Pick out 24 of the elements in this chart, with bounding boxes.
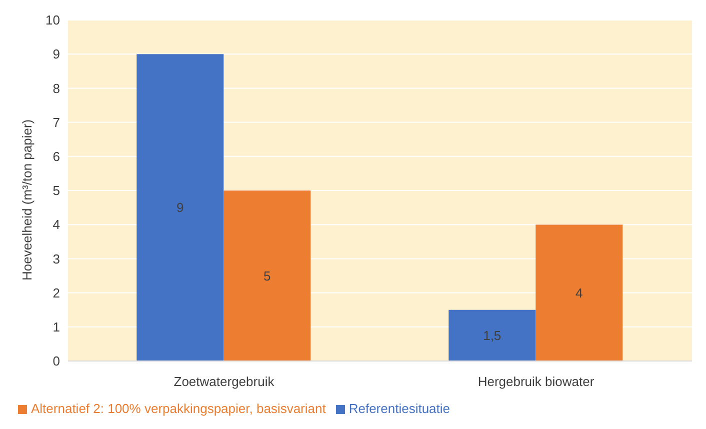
x-tick-label: Zoetwatergebruik [174, 374, 275, 390]
data-label: 4 [576, 285, 583, 300]
y-tick-label: 9 [52, 46, 60, 62]
data-label: 5 [264, 268, 271, 284]
bar [536, 224, 623, 361]
y-tick-label: 5 [52, 183, 60, 198]
legend-label: Referentiesituatie [348, 401, 450, 416]
y-tick-label: 1 [52, 320, 60, 335]
x-tick-label: Hergebruik biowater [478, 374, 595, 390]
y-tick-label: 0 [52, 354, 60, 369]
y-tick-label: 8 [52, 80, 60, 96]
y-tick-label: 2 [52, 285, 60, 300]
y-tick-label: 10 [46, 12, 60, 28]
y-axis-title: Hoeveelheid (m³/ton papier) [20, 119, 35, 280]
legend-label: Alternatief 2: 100% verpakkingspapier, basisvariant [31, 401, 326, 416]
data-label: 1,5 [483, 328, 502, 344]
y-tick-label: 7 [52, 114, 60, 130]
y-tick-label: 3 [52, 251, 60, 266]
bar [224, 190, 311, 361]
bar [136, 54, 224, 361]
y-tick-label: 6 [52, 149, 60, 164]
bar [448, 310, 536, 361]
data-label: 9 [176, 200, 184, 216]
y-tick-label: 4 [52, 217, 60, 232]
